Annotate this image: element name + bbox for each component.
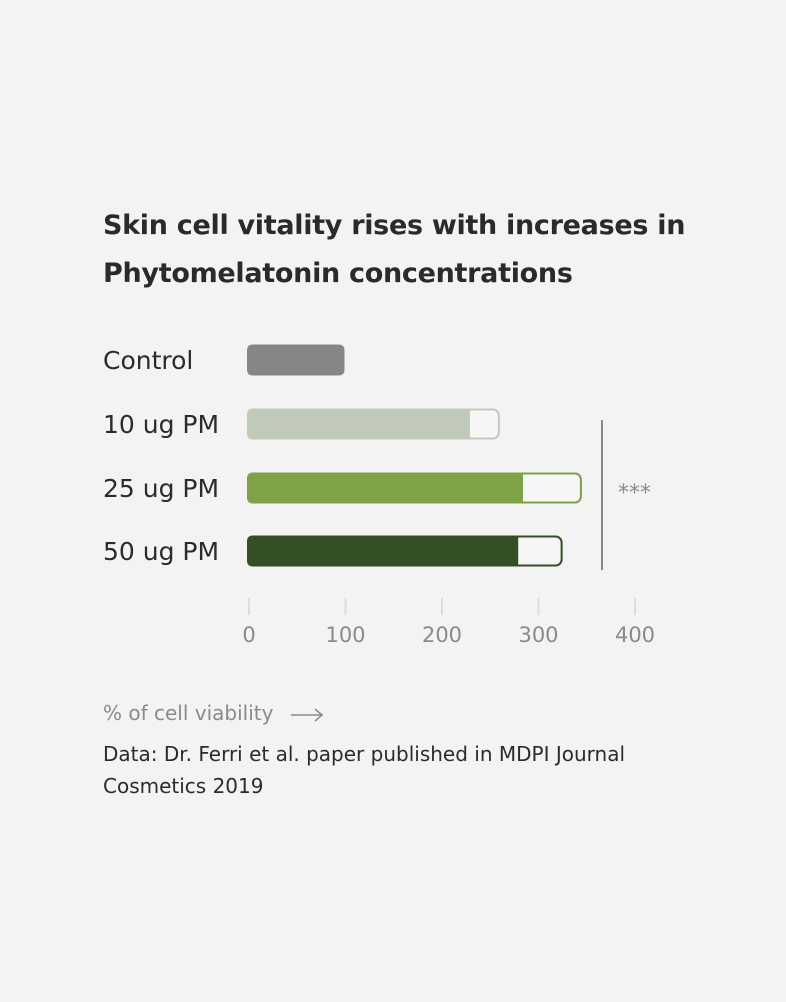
- category-label: Control: [103, 346, 193, 375]
- category-label: 10 ug PM: [103, 410, 219, 439]
- x-tick-label: 400: [615, 623, 655, 647]
- bar: [247, 408, 470, 440]
- category-label: 50 ug PM: [103, 537, 219, 566]
- x-axis-label: % of cell viability: [103, 701, 324, 727]
- category-label: 25 ug PM: [103, 474, 219, 503]
- bar: [247, 344, 345, 376]
- x-axis-label-text: % of cell viability: [103, 701, 274, 725]
- significance-label: ***: [618, 481, 651, 506]
- data-source: Data: Dr. Ferri et al. paper published i…: [103, 742, 626, 798]
- x-tick-label: 0: [242, 623, 255, 647]
- chart-title: Skin cell vitality rises with increases …: [103, 210, 686, 289]
- x-tick-label: 300: [518, 623, 558, 647]
- bar: [247, 472, 524, 504]
- x-tick-label: 200: [422, 623, 462, 647]
- x-tick-label: 100: [325, 623, 365, 647]
- bar: [247, 535, 519, 567]
- arrow-right-icon: [290, 703, 324, 727]
